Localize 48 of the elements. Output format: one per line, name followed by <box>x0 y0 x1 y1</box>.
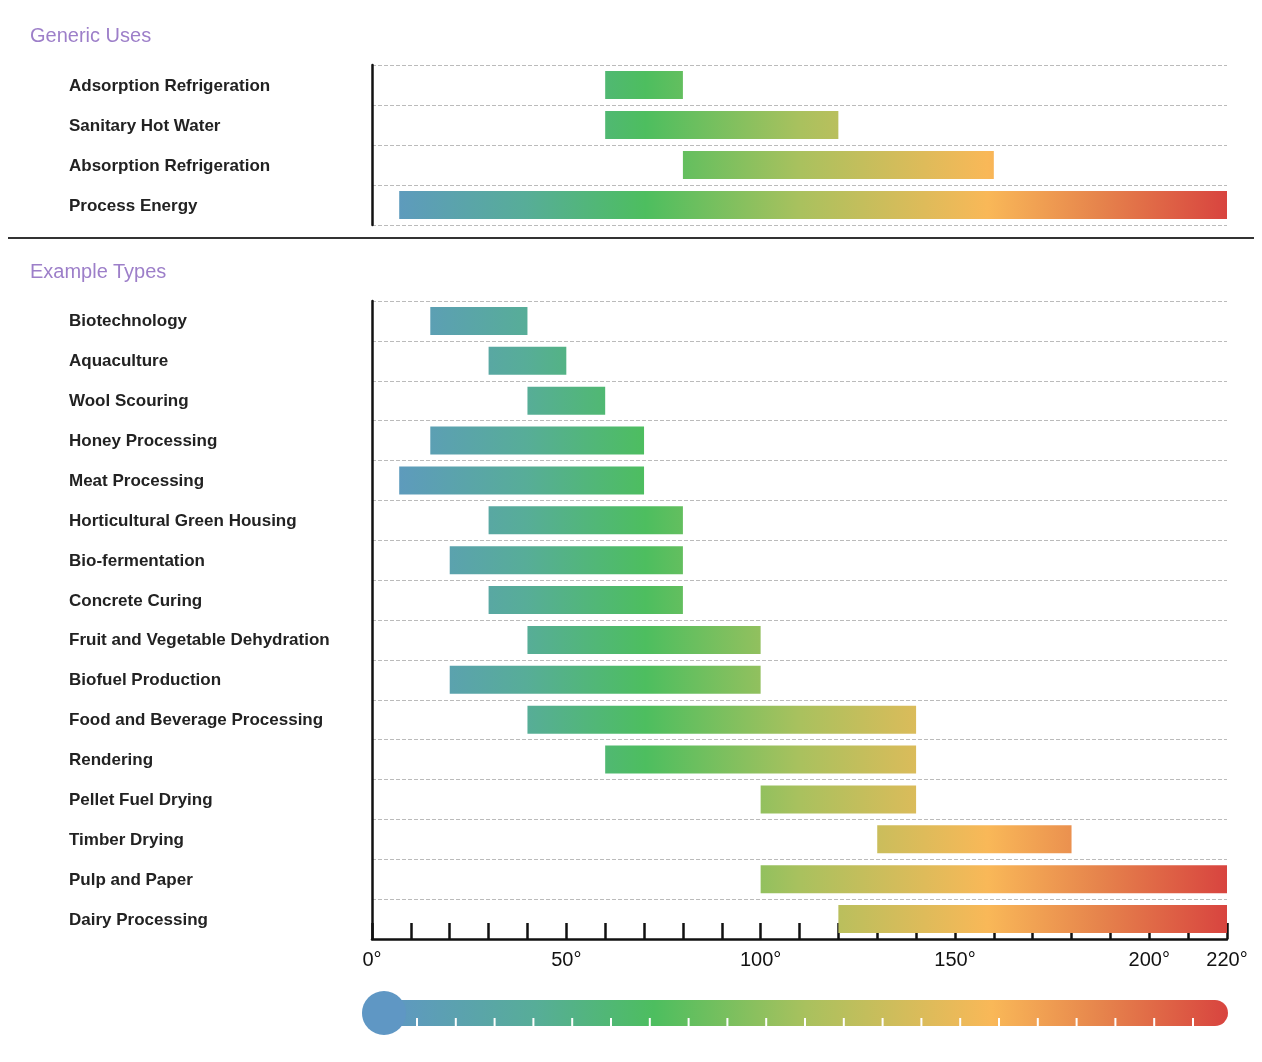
x-tick-label: 50° <box>551 948 582 970</box>
y-tick-label: Absorption Refrigeration <box>69 155 271 175</box>
y-tick-label: Food and Beverage Processing <box>69 710 324 730</box>
x-tick-label: 0° <box>362 948 382 970</box>
y-tick-label: Honey Processing <box>69 431 218 451</box>
y-tick-label: Aquaculture <box>69 351 169 371</box>
y-tick-label: Bio-fermentation <box>69 550 205 570</box>
x-tick-label: 150° <box>934 948 976 970</box>
y-tick-label: Biofuel Production <box>69 670 222 690</box>
bar <box>449 665 761 694</box>
bar <box>605 111 839 139</box>
bar <box>877 825 1072 854</box>
x-tick-label: 220° <box>1206 948 1248 970</box>
y-tick-label: Sanitary Hot Water <box>69 115 221 135</box>
y-tick-label: Biotechnology <box>69 311 188 331</box>
bar <box>488 346 567 375</box>
bar <box>527 705 917 734</box>
x-tick-label: 200° <box>1128 948 1170 970</box>
y-tick-label: Dairy Processing <box>69 909 208 929</box>
y-tick-label: Concrete Curing <box>69 590 203 610</box>
y-tick-label: Meat Processing <box>69 470 205 490</box>
text: Example Types <box>30 260 167 282</box>
y-tick-label: Timber Drying <box>69 829 184 849</box>
text: Generic Uses <box>30 24 152 46</box>
bar <box>527 386 606 415</box>
bar <box>760 865 1227 894</box>
bar <box>399 466 645 495</box>
bar <box>605 71 683 99</box>
bar <box>488 506 683 535</box>
bar <box>760 785 917 814</box>
bar <box>488 586 683 615</box>
y-tick-label: Pellet Fuel Drying <box>69 789 213 809</box>
y-tick-label: Horticultural Green Housing <box>69 510 297 530</box>
y-tick-label: Pulp and Paper <box>69 869 194 889</box>
y-tick-label: Wool Scouring <box>69 391 189 411</box>
bar <box>838 905 1227 934</box>
y-tick-label: Fruit and Vegetable Dehydration <box>69 630 330 650</box>
bar <box>399 191 1227 219</box>
y-tick-label: Process Energy <box>69 195 199 215</box>
y-tick-label: Adsorption Refrigeration <box>69 75 271 95</box>
bar <box>605 745 917 774</box>
bar <box>449 546 683 575</box>
y-tick-label: Rendering <box>69 750 154 770</box>
bar <box>430 306 528 335</box>
bar <box>682 151 994 179</box>
bar <box>527 625 761 654</box>
x-tick-label: 100° <box>739 948 782 970</box>
bar <box>430 426 645 455</box>
